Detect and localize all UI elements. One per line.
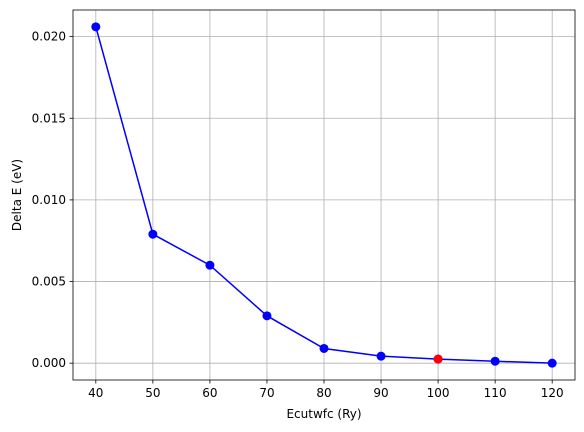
data-point [91, 22, 101, 32]
x-tick-label: 120 [541, 386, 564, 400]
y-tick-label: 0.010 [32, 193, 66, 207]
data-point [547, 358, 557, 368]
data-point [490, 356, 500, 366]
data-point [148, 229, 158, 239]
highlight-point [433, 354, 443, 364]
data-point [262, 311, 272, 321]
data-point [376, 351, 386, 361]
x-tick-label: 100 [427, 386, 450, 400]
x-tick-label: 110 [484, 386, 507, 400]
y-tick-label: 0.000 [32, 356, 66, 370]
x-tick-label: 40 [88, 386, 103, 400]
x-tick-label: 70 [259, 386, 274, 400]
markers-group [91, 22, 557, 368]
y-tick-label: 0.020 [32, 30, 66, 44]
y-tick-label: 0.015 [32, 111, 66, 125]
ticks-group: 40 50 60 70 80 90 100 110 120 0.000 0.005 0.010 0.01… [32, 30, 564, 400]
x-tick-label: 50 [145, 386, 160, 400]
data-point [205, 260, 215, 270]
grid [73, 10, 575, 380]
x-tick-label: 90 [373, 386, 388, 400]
y-axis-label: Delta E (eV) [10, 159, 24, 231]
x-axis-label: Ecutwfc (Ry) [286, 407, 361, 421]
data-point [319, 343, 329, 353]
x-tick-label: 80 [316, 386, 331, 400]
y-tick-label: 0.005 [32, 275, 66, 289]
x-tick-label: 60 [202, 386, 217, 400]
